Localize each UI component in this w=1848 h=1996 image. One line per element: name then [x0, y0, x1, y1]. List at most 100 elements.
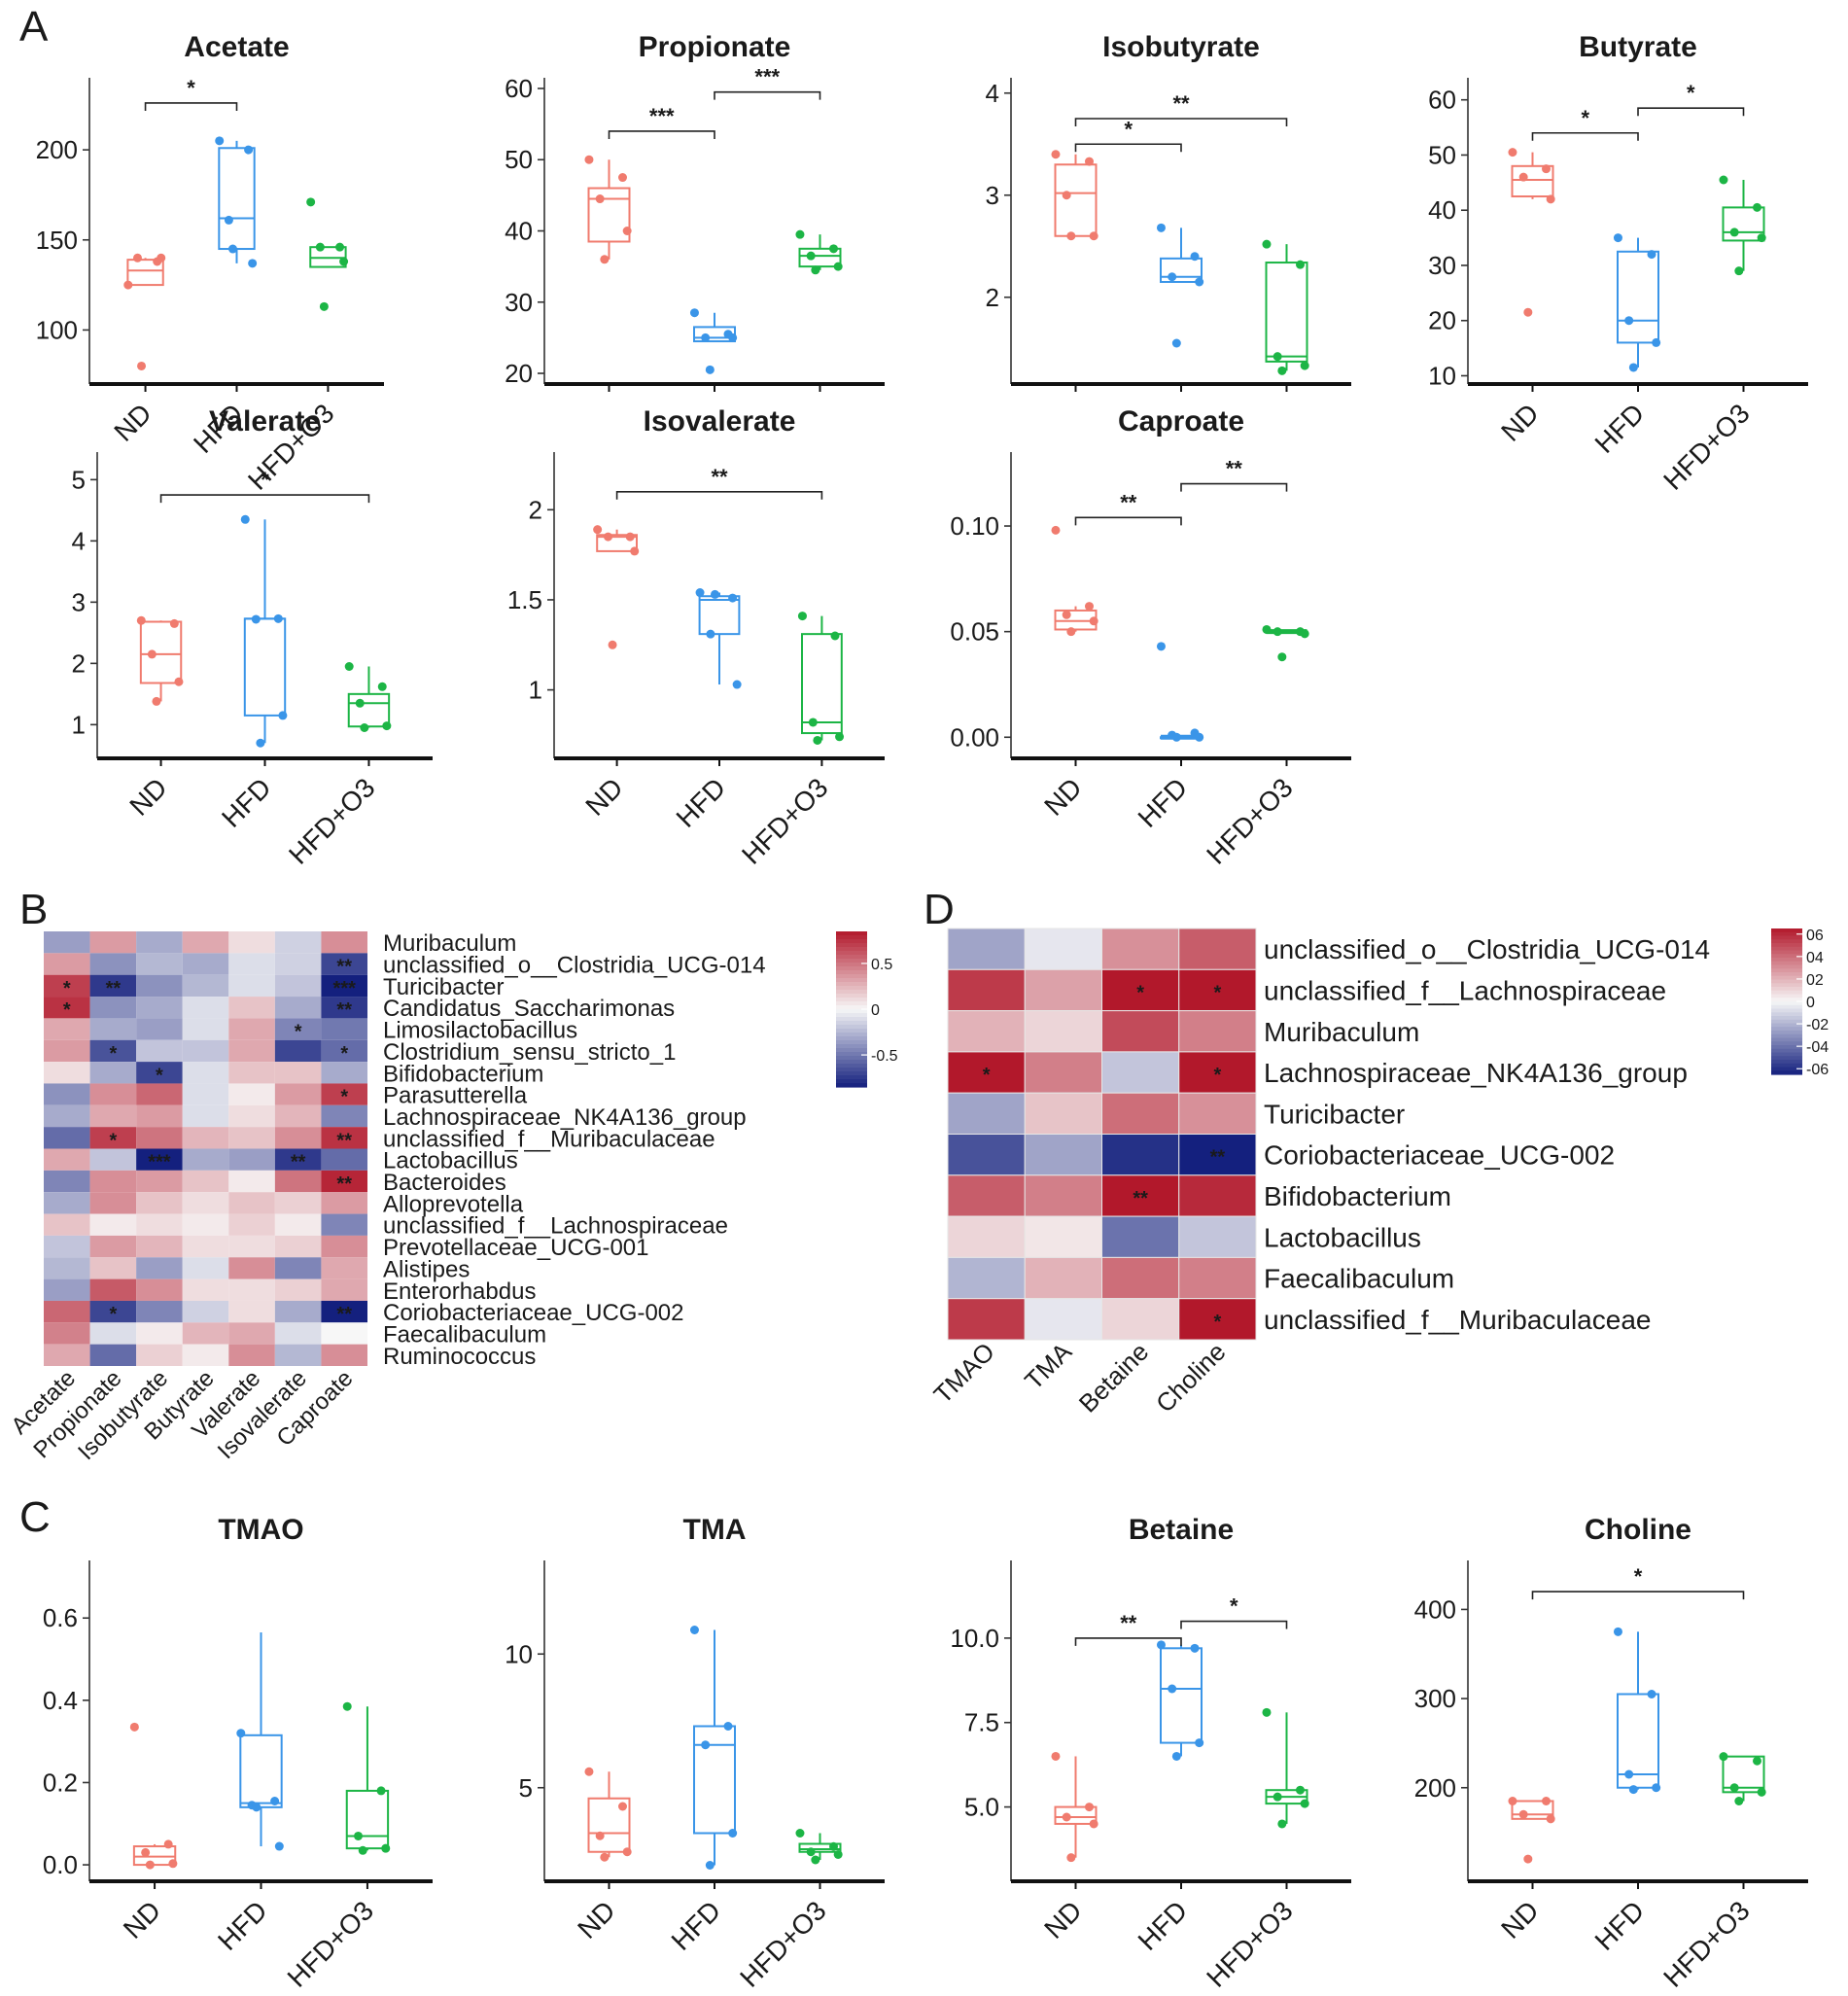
heatmap-cell — [89, 1170, 137, 1193]
colorbar-step — [1771, 950, 1802, 955]
heatmap-cell — [321, 974, 367, 998]
significance-star: * — [1213, 1312, 1221, 1333]
box-hfd-o3 — [344, 662, 392, 732]
row-label: unclassified_o__Clostridia_UCG-014 — [383, 953, 766, 979]
data-point — [344, 662, 354, 671]
heatmap-cell — [1024, 1134, 1102, 1176]
y-tick-label: 4 — [986, 79, 999, 108]
data-point — [728, 333, 738, 342]
bracket-line — [1074, 1637, 1182, 1646]
significance-star: ** — [1210, 1147, 1226, 1169]
significance-bracket: ** — [1180, 457, 1288, 492]
significance-star: * — [295, 1022, 302, 1043]
box-nd — [1051, 1751, 1098, 1863]
colorbar-step — [1771, 983, 1802, 988]
box-hfd — [1156, 642, 1204, 742]
heatmap-cell — [1178, 1134, 1257, 1176]
x-tick-label-hfd: HFD — [1589, 1895, 1651, 1956]
significance-bracket: * — [1637, 81, 1745, 117]
significance-star: * — [983, 1065, 991, 1086]
significance-label: * — [1634, 1564, 1643, 1589]
y-tick-label: 50 — [1428, 140, 1456, 169]
data-point — [1753, 1756, 1761, 1766]
data-point — [1089, 231, 1098, 241]
box-iqr — [1617, 250, 1659, 344]
data-point — [141, 1847, 151, 1857]
box-hfd-o3 — [1262, 1707, 1309, 1829]
x-tick-label-hfd: HFD — [1589, 398, 1651, 459]
data-point — [1753, 202, 1761, 212]
row-label: Ruminococcus — [383, 1344, 536, 1370]
heatmap-cell — [44, 1192, 90, 1214]
significance-star: * — [63, 978, 71, 999]
data-point — [595, 194, 605, 204]
heatmap-cell — [89, 1192, 137, 1214]
y-tick-label: 60 — [1428, 86, 1456, 115]
y-tick-label: 2 — [986, 283, 999, 312]
significance-star: ** — [336, 1173, 352, 1195]
box-iqr — [587, 187, 631, 243]
box-nd — [1051, 525, 1098, 637]
heatmap-cell — [228, 1062, 275, 1084]
heatmap-cell — [136, 1039, 183, 1063]
heatmap-cell — [1178, 928, 1257, 970]
data-point — [1085, 1803, 1094, 1812]
box-iqr — [798, 1842, 842, 1853]
heatmap-cell — [136, 1170, 183, 1193]
y-tick-label: 10.0 — [950, 1624, 999, 1653]
x-tick-label-hfd: HFD — [216, 772, 277, 833]
row-label: Turicibacter — [383, 974, 504, 1000]
colorbar-tick-label: -0.5 — [871, 1048, 898, 1065]
heatmap-cell — [274, 1127, 322, 1149]
data-point — [129, 1722, 139, 1732]
data-point — [806, 251, 816, 261]
row-label: Coriobacteriaceae_UCG-002 — [1264, 1140, 1615, 1171]
data-point — [1089, 616, 1098, 626]
significance-bracket: *** — [714, 65, 821, 100]
colorbar-step — [836, 1079, 867, 1084]
y-tick-label: 1 — [72, 710, 86, 739]
heatmap-cell — [321, 1148, 367, 1171]
data-point — [123, 280, 133, 290]
box-plot-tma: TMA 5 10 ND HFD HFD+O3 — [505, 1514, 885, 1993]
heatmap-cell — [228, 997, 275, 1019]
heatmap-cell — [1178, 1256, 1257, 1300]
plot-title-isobutyrate: Isobutyrate — [1102, 31, 1260, 63]
data-point — [1195, 277, 1204, 287]
data-point — [1085, 157, 1094, 166]
data-point — [795, 229, 805, 239]
bracket-line — [1074, 143, 1182, 153]
heatmap-cell — [947, 1010, 1026, 1053]
y-tick-label: 200 — [1414, 1773, 1456, 1803]
heatmap-cell — [182, 1344, 229, 1366]
data-point — [1156, 223, 1166, 232]
heatmap-cell — [89, 997, 137, 1019]
data-point — [618, 173, 627, 183]
row-label: Faecalibaculum — [1264, 1264, 1454, 1294]
colorbar: 0.5 0 -0.5 — [836, 931, 898, 1088]
x-tick-label-hfd-o3: HFD+O3 — [283, 772, 381, 870]
data-point — [1546, 1814, 1555, 1824]
x-tick-label-nd: ND — [579, 772, 629, 822]
x-tick-label-hfd: HFD — [1133, 1895, 1194, 1956]
y-tick-label: 20 — [1428, 306, 1456, 335]
significance-label: * — [1230, 1594, 1238, 1619]
colorbar-step — [1771, 1012, 1802, 1017]
data-point — [1062, 191, 1071, 200]
data-point — [1518, 1809, 1528, 1819]
heatmap-cell — [228, 1235, 275, 1258]
heatmap-cell — [136, 1083, 183, 1105]
column-label: TMA — [1019, 1337, 1077, 1395]
colorbar-step — [1771, 994, 1802, 998]
significance-star: * — [1213, 1065, 1221, 1086]
data-point — [811, 265, 820, 275]
colorbar-step — [836, 1013, 867, 1018]
heatmap-cell — [182, 1039, 229, 1063]
x-tick-label-hfd-o3: HFD+O3 — [736, 772, 834, 870]
row-label: Lactobacillus — [383, 1148, 518, 1174]
column-label: Betaine — [1073, 1337, 1155, 1418]
row-label: Lactobacillus — [1264, 1222, 1421, 1252]
data-point — [278, 711, 288, 720]
heatmap-cell — [947, 1092, 1026, 1135]
